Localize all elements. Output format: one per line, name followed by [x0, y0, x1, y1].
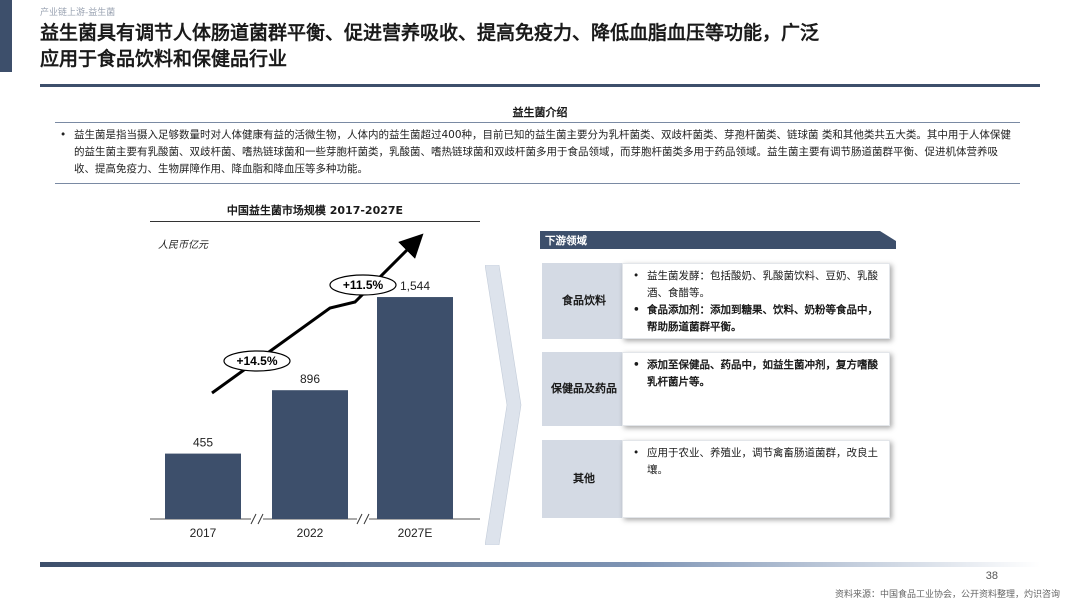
desc-health-medicine: • 添加至保健品、药品中，如益生菌冲剂，复方嗜酸乳杆菌片等。 [622, 352, 890, 426]
axis-break-gap-1 [251, 514, 263, 524]
list-item: • 添加至保健品、药品中，如益生菌冲剂，复方嗜酸乳杆菌片等。 [633, 357, 879, 391]
intro-text: 益生菌是指当摄入足够数量时对人体健康有益的活微生物，人体内的益生菌超过400种，… [74, 129, 1011, 175]
left-accent-bar [0, 0, 12, 72]
growth-label-2: +11.5% [343, 278, 384, 292]
data-label-2017: 455 [193, 436, 213, 450]
growth-badge-2 [329, 274, 397, 296]
downstream-header-bar [540, 231, 896, 249]
header-corner-notch [880, 231, 896, 241]
footer-divider [40, 562, 1040, 567]
bar-2027E [377, 297, 453, 519]
category-label-2017: 2017 [190, 526, 217, 540]
category-health-medicine: 保健品及药品 [542, 352, 626, 426]
axis-break-mark [257, 513, 264, 525]
axis-break-gap-2 [357, 514, 369, 524]
chart-title: 中国益生菌市场规模 2017-2027E [226, 204, 404, 217]
source-note: 资料来源：中国食品工业协会，公开资料整理，灼识咨询 [834, 590, 1060, 600]
chart-title-divider [150, 221, 480, 222]
bullet-icon: • [633, 304, 640, 316]
bullet-icon: • [60, 129, 67, 141]
axis-break-mark [250, 513, 257, 525]
category-other: 其他 [542, 440, 626, 518]
category-food-beverage: 食品饮料 [542, 263, 626, 339]
intro-divider-bottom [55, 183, 1020, 184]
list-item-text: 应用于农业、养殖业，调节禽畜肠道菌群，改良土壤。 [647, 447, 878, 476]
market-size-bar-chart: 455 2017 896 2022 1,544 2027E +14.5% +11.5% [150, 233, 480, 540]
desc-other: • 应用于农业、养殖业，调节禽畜肠道菌群，改良土壤。 [622, 440, 890, 518]
list-item-text: 添加至保健品、药品中，如益生菌冲剂，复方嗜酸乳杆菌片等。 [647, 359, 878, 388]
flow-arrow-decoration [485, 265, 522, 545]
bar-2017 [165, 453, 241, 519]
page-number: 38 [985, 570, 998, 582]
data-label-2022: 896 [300, 372, 320, 386]
growth-badge-1 [223, 350, 291, 372]
category-label-2027E: 2027E [398, 526, 433, 540]
bullet-icon: • [633, 447, 640, 459]
page-title: 益生菌具有调节人体肠道菌群平衡、促进营养吸收、提高免疫力、降低血脂血压等功能，广… [40, 20, 1050, 72]
list-item-text: 益生菌发酵：包括酸奶、乳酸菌饮料、豆奶、乳酸酒、食醋等。 [647, 270, 878, 299]
list-item: • 应用于农业、养殖业，调节禽畜肠道菌群，改良土壤。 [633, 445, 879, 479]
title-divider [40, 84, 1040, 87]
page-title-line-2: 应用于食品饮料和保健品行业 [40, 48, 288, 70]
page-title-line-1: 益生菌具有调节人体肠道菌群平衡、促进营养吸收、提高免疫力、降低血脂血压等功能，广… [40, 22, 820, 44]
intro-heading: 益生菌介绍 [512, 106, 568, 119]
list-item: • 益生菌发酵：包括酸奶、乳酸菌饮料、豆奶、乳酸酒、食醋等。 [633, 268, 879, 302]
downstream-header: 下游领域 [545, 235, 587, 247]
category-label-2022: 2022 [297, 526, 324, 540]
bullet-icon: • [633, 359, 640, 371]
list-item-text: 食品添加剂：添加到糖果、饮料、奶粉等食品中，帮助肠道菌群平衡。 [647, 304, 878, 333]
data-label-2027E: 1,544 [400, 279, 430, 293]
breadcrumb: 产业链上游-益生菌 [40, 8, 116, 18]
intro-divider-top [55, 122, 1020, 123]
growth-label-1: +14.5% [236, 354, 277, 368]
desc-food-beverage: • 益生菌发酵：包括酸奶、乳酸菌饮料、豆奶、乳酸酒、食醋等。 • 食品添加剂：添… [622, 263, 890, 339]
bar-2022 [272, 390, 348, 519]
intro-paragraph: • 益生菌是指当摄入足够数量时对人体健康有益的活微生物，人体内的益生菌超过400… [60, 127, 1015, 178]
axis-break-mark [356, 513, 363, 525]
axis-break-mark [363, 513, 370, 525]
bullet-icon: • [633, 270, 640, 282]
growth-trend-arrow [211, 233, 424, 395]
list-item: • 食品添加剂：添加到糖果、饮料、奶粉等食品中，帮助肠道菌群平衡。 [633, 302, 879, 336]
chart-unit-label: 人民币亿元 [158, 240, 208, 251]
